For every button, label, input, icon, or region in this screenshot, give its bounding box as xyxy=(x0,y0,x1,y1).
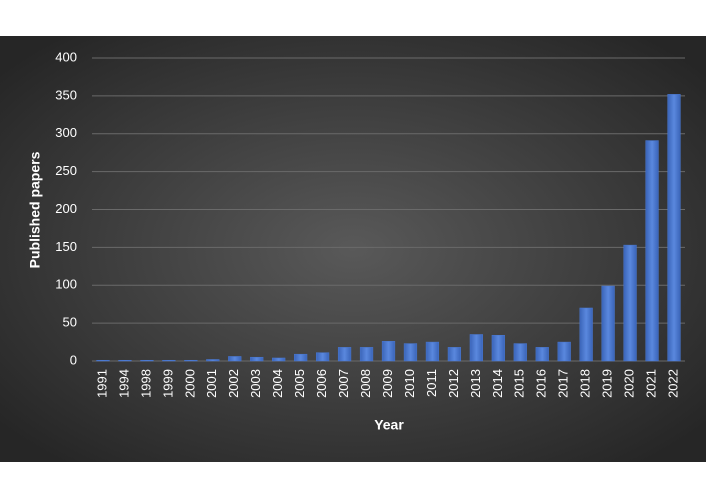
x-tick-label: 2001 xyxy=(204,369,219,398)
bar xyxy=(184,359,198,362)
bar xyxy=(96,359,110,362)
x-axis-title: Year xyxy=(374,417,404,433)
bar xyxy=(140,359,154,362)
y-tick-label: 300 xyxy=(55,125,77,140)
bar xyxy=(601,285,615,362)
bar xyxy=(337,347,352,362)
x-tick-label: 2021 xyxy=(643,369,658,398)
x-tick-label: 2004 xyxy=(270,369,285,398)
x-tick-label: 2011 xyxy=(424,369,439,397)
x-tick-label: 2010 xyxy=(402,369,417,398)
bar xyxy=(667,94,681,362)
bar xyxy=(557,341,571,362)
bar xyxy=(535,347,549,362)
x-tick-label: 1999 xyxy=(160,369,175,398)
bar xyxy=(162,359,176,362)
x-tick-label: 2012 xyxy=(446,369,461,398)
y-tick-label: 100 xyxy=(55,277,77,292)
x-tick-label: 2015 xyxy=(512,369,527,398)
bar xyxy=(228,356,242,362)
y-tick-label: 50 xyxy=(63,315,77,330)
x-tick-label: 2006 xyxy=(314,369,329,398)
bar xyxy=(359,347,374,362)
x-tick-label: 2018 xyxy=(578,369,593,398)
bar xyxy=(447,347,462,362)
x-tick-label: 2017 xyxy=(556,369,571,398)
bar xyxy=(623,244,637,362)
bar xyxy=(403,343,418,362)
x-tick-label: 1998 xyxy=(138,369,153,398)
x-tick-label: 1991 xyxy=(94,369,109,398)
bar xyxy=(294,353,308,362)
x-tick-label: 2000 xyxy=(182,369,197,398)
x-tick-label: 2013 xyxy=(468,369,483,398)
bar xyxy=(250,356,264,362)
x-tick-label: 2016 xyxy=(534,369,549,398)
bar xyxy=(315,352,330,362)
bar xyxy=(645,140,659,362)
y-tick-label: 200 xyxy=(55,201,77,216)
bar xyxy=(469,334,483,362)
x-tick-label: 2008 xyxy=(358,369,373,398)
chart-background xyxy=(0,36,706,462)
x-tick-label: 2009 xyxy=(380,369,395,398)
bar xyxy=(425,341,440,362)
x-tick-label: 2003 xyxy=(248,369,263,398)
x-tick-label: 2020 xyxy=(622,369,637,398)
x-tick-label: 2014 xyxy=(490,369,505,398)
y-tick-label: 0 xyxy=(70,352,77,367)
bar xyxy=(491,334,505,362)
x-tick-label: 2007 xyxy=(336,369,351,398)
x-tick-label: 1994 xyxy=(116,369,131,398)
bar xyxy=(272,357,286,362)
x-tick-label: 2022 xyxy=(665,369,680,398)
y-tick-label: 400 xyxy=(55,49,77,64)
y-axis-title: Published papers xyxy=(27,151,43,268)
y-tick-label: 150 xyxy=(55,239,77,254)
bar xyxy=(381,341,396,362)
bar xyxy=(579,307,593,362)
y-tick-label: 250 xyxy=(55,163,77,178)
x-tick-label: 2005 xyxy=(292,369,307,398)
x-tick-label: 2002 xyxy=(226,369,241,398)
x-tick-label: 2019 xyxy=(600,369,615,398)
bar xyxy=(118,359,132,362)
bar xyxy=(206,359,220,362)
bar xyxy=(513,343,527,362)
y-tick-label: 350 xyxy=(55,87,77,102)
